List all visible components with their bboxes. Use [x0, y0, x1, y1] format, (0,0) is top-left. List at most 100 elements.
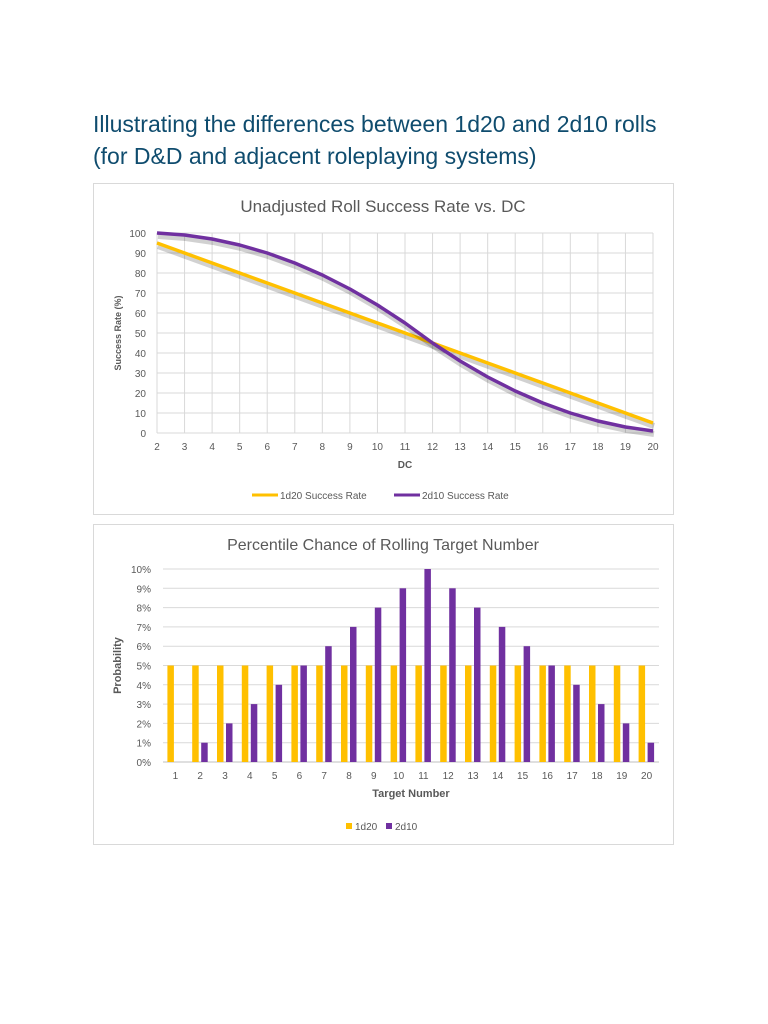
x-tick-label: 20: [641, 771, 653, 782]
series-shadow: [156, 243, 656, 429]
x-tick-label: 19: [616, 771, 628, 782]
x-tick-label: 3: [222, 771, 228, 782]
probability-chart-svg: Percentile Chance of Rolling Target Numb…: [112, 537, 659, 833]
x-tick-label: 1: [173, 771, 179, 782]
y-tick-label: 0%: [137, 758, 152, 769]
bar-2d10: [226, 723, 233, 762]
x-tick-label: 6: [297, 771, 303, 782]
x-tick-label: 3: [182, 442, 188, 453]
success-rate-chart-svg: Unadjusted Roll Success Rate vs. DC 0 10 20…: [113, 197, 659, 502]
x-axis-label: Target Number: [372, 788, 450, 800]
bar-1d20: [465, 665, 472, 762]
x-tick-label: 16: [542, 771, 554, 782]
legend-label: 2d10: [395, 822, 418, 833]
x-tick-label: 4: [209, 442, 215, 453]
x-tick-label: 2: [154, 442, 160, 453]
x-tick-label: 14: [482, 442, 494, 453]
bar-2d10: [548, 665, 555, 762]
y-tick-label: 7%: [137, 623, 152, 634]
bar-1d20: [341, 665, 348, 762]
bar-1d20: [489, 665, 497, 762]
x-tick-label: 6: [264, 442, 270, 453]
bar-1d20: [638, 665, 646, 762]
bar-1d20: [390, 665, 398, 762]
bar-2d10: [325, 646, 332, 762]
y-tick-label: 100: [129, 229, 146, 240]
series-shadow: [157, 233, 655, 437]
bar-1d20: [217, 665, 224, 762]
bar-2d10: [598, 704, 605, 762]
bar-2d10: [498, 626, 506, 762]
x-tick-label: 14: [492, 771, 504, 782]
x-tick-label: 9: [371, 771, 377, 782]
x-tick-label: 10: [393, 771, 405, 782]
y-tick-label: 5%: [137, 662, 152, 673]
y-axis-label: Success Rate (%): [113, 295, 123, 370]
probability-chart: Percentile Chance of Rolling Target Numb…: [93, 524, 674, 845]
bar-2d10: [399, 588, 407, 762]
x-tick-label: 20: [647, 442, 659, 453]
bar-1d20: [241, 665, 249, 762]
bar-2d10: [474, 607, 481, 762]
legend-label: 1d20: [355, 822, 378, 833]
bar-2d10: [523, 646, 531, 762]
bar-1d20: [192, 665, 199, 762]
bar-2d10: [424, 569, 431, 762]
bar-2d10: [250, 704, 258, 762]
x-tick-label: 17: [565, 442, 577, 453]
bar-1d20: [539, 665, 546, 762]
x-tick-label: 7: [292, 442, 298, 453]
bar-1d20: [316, 665, 323, 762]
x-tick-label: 5: [237, 442, 243, 453]
x-tick-label: 7: [321, 771, 327, 782]
legend-swatch: [386, 823, 392, 829]
bar-1d20: [589, 665, 596, 762]
bar-1d20: [415, 665, 422, 762]
chart-title: Percentile Chance of Rolling Target Numb…: [227, 537, 540, 554]
y-tick-label: 10%: [131, 565, 151, 576]
page-title: Illustrating the differences between 1d2…: [93, 108, 713, 172]
legend-label: 2d10 Success Rate: [422, 491, 509, 502]
y-tick-label: 10: [135, 409, 147, 420]
bar-2d10: [647, 742, 655, 762]
y-tick-label: 8%: [137, 604, 152, 615]
bar-1d20: [514, 665, 522, 762]
y-tick-label: 90: [135, 249, 147, 260]
bar-1d20: [167, 665, 174, 762]
bar-2d10: [449, 588, 456, 762]
y-tick-label: 2%: [137, 719, 152, 730]
bar-1d20: [291, 665, 298, 762]
bar-1d20: [365, 665, 373, 762]
bar-2d10: [300, 665, 307, 762]
bar-2d10: [201, 742, 208, 762]
x-tick-label: 11: [400, 442, 411, 453]
x-tick-label: 18: [591, 771, 603, 782]
x-tick-label: 17: [567, 771, 579, 782]
x-axis-label: DC: [398, 460, 412, 471]
bar-1d20: [266, 665, 274, 762]
x-tick-label: 16: [537, 442, 549, 453]
chart-title: Unadjusted Roll Success Rate vs. DC: [240, 197, 525, 216]
y-tick-label: 70: [135, 289, 147, 300]
y-tick-label: 9%: [137, 584, 152, 595]
bar-1d20: [440, 665, 447, 762]
y-tick-label: 1%: [137, 739, 152, 750]
x-tick-label: 4: [247, 771, 253, 782]
x-tick-label: 13: [455, 442, 467, 453]
y-tick-label: 20: [135, 389, 147, 400]
title-line-2: (for D&D and adjacent roleplaying system…: [93, 143, 537, 169]
x-tick-label: 18: [592, 442, 604, 453]
bar-2d10: [374, 607, 382, 762]
x-tick-label: 9: [347, 442, 353, 453]
x-tick-label: 12: [427, 442, 439, 453]
bar-2d10: [622, 723, 630, 762]
y-tick-label: 6%: [137, 642, 152, 653]
x-tick-label: 5: [272, 771, 278, 782]
x-tick-label: 15: [510, 442, 522, 453]
y-tick-label: 0: [140, 429, 146, 440]
legend-swatch: [346, 823, 352, 829]
y-axis-label: Probability: [112, 636, 124, 694]
x-tick-label: 15: [517, 771, 529, 782]
y-tick-label: 80: [135, 269, 147, 280]
x-tick-label: 13: [467, 771, 479, 782]
